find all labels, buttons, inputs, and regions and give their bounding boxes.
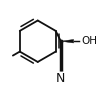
Polygon shape xyxy=(61,40,74,43)
Text: N: N xyxy=(56,72,66,85)
Text: OH: OH xyxy=(82,36,98,46)
